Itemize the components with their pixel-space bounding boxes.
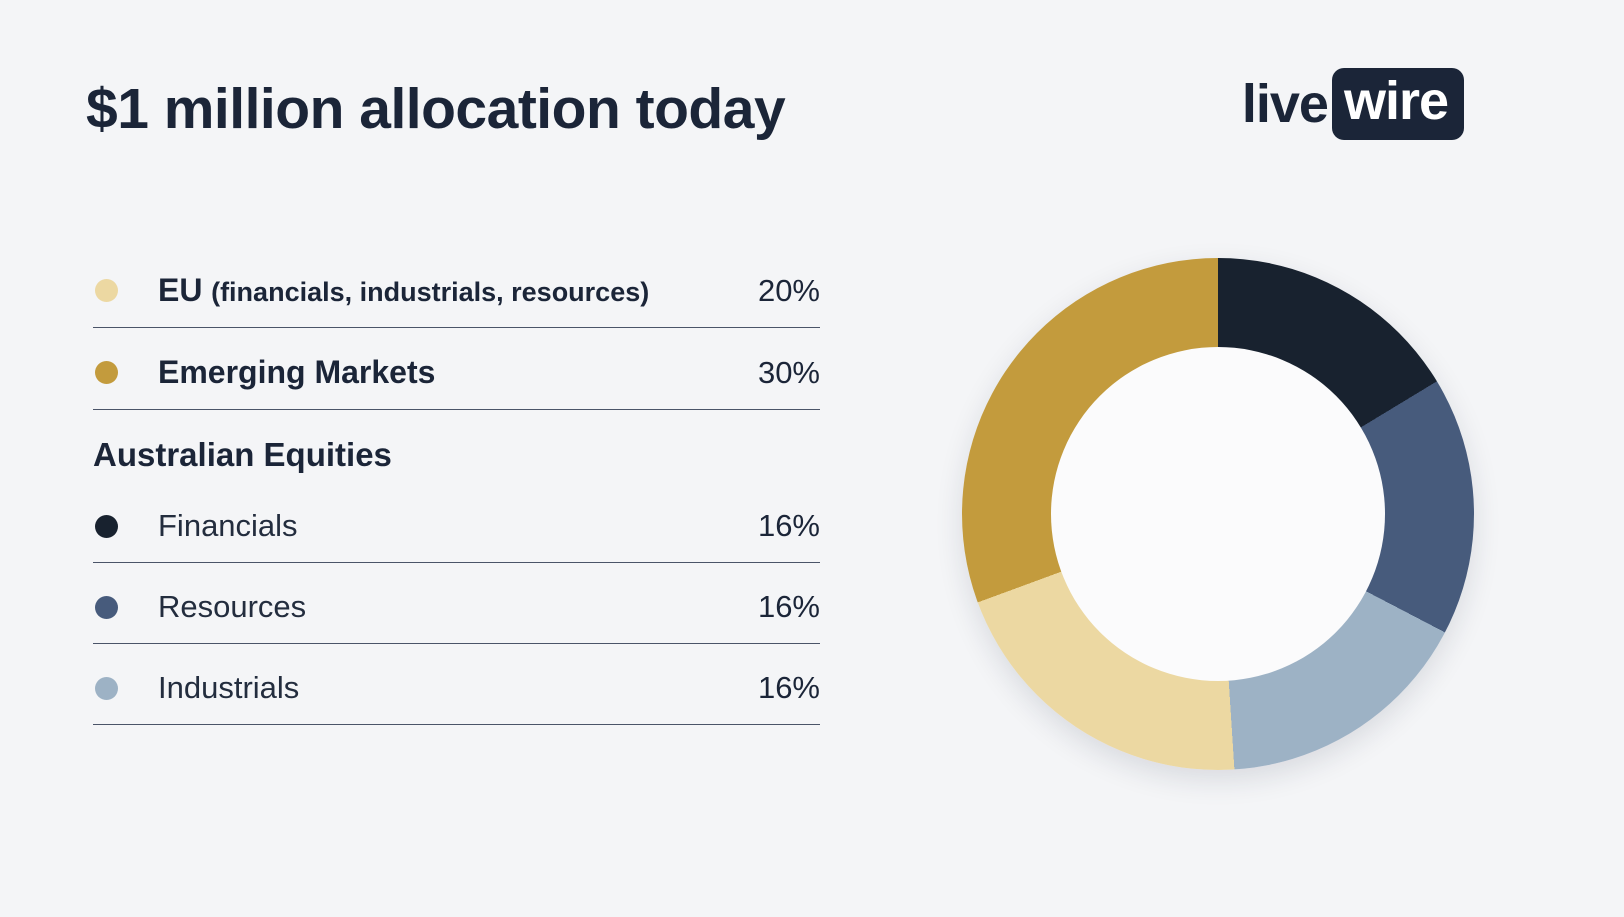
page-title: $1 million allocation today: [86, 77, 786, 141]
livewire-logo: live wire: [1242, 68, 1464, 140]
legend-row-emerging-markets: Emerging Markets 30%: [93, 354, 820, 410]
legend-dot-industrials: [95, 676, 118, 700]
legend-value-emerging-markets: 30%: [757, 354, 820, 390]
donut-hole: [1051, 347, 1385, 681]
allocation-legend: EU (financials, industrials, resources) …: [93, 272, 820, 751]
legend-row-financials: Financials 16%: [93, 508, 820, 563]
logo-live-text: live: [1241, 74, 1329, 134]
legend-dot-financials: [95, 514, 118, 538]
legend-label-resources: Resources: [158, 589, 307, 624]
legend-value-financials: 16%: [757, 508, 820, 543]
legend-label-eu: EU (financials, industrials, resources): [158, 272, 649, 309]
legend-label-emerging-markets: Emerging Markets: [158, 354, 435, 391]
legend-group-heading-australian-equities: Australian Equities: [93, 436, 392, 473]
legend-value-industrials: 16%: [757, 670, 820, 705]
legend-value-resources: 16%: [757, 589, 820, 624]
legend-dot-eu: [95, 279, 118, 302]
legend-row-industrials: Industrials 16%: [93, 670, 820, 725]
logo-wire-badge: wire: [1331, 68, 1464, 140]
legend-label-eu-main: EU: [158, 272, 203, 308]
legend-label-financials: Financials: [158, 508, 298, 543]
legend-label-eu-sub: (financials, industrials, resources): [211, 277, 650, 307]
legend-row-resources: Resources 16%: [93, 589, 820, 644]
legend-label-industrials: Industrials: [158, 670, 300, 705]
legend-dot-resources: [95, 595, 118, 619]
legend-row-eu: EU (financials, industrials, resources) …: [93, 272, 820, 328]
legend-label-emerging-markets-main: Emerging Markets: [158, 354, 436, 390]
legend-value-eu: 20%: [757, 272, 820, 308]
legend-dot-emerging-markets: [95, 361, 118, 384]
donut-chart: [962, 258, 1474, 770]
